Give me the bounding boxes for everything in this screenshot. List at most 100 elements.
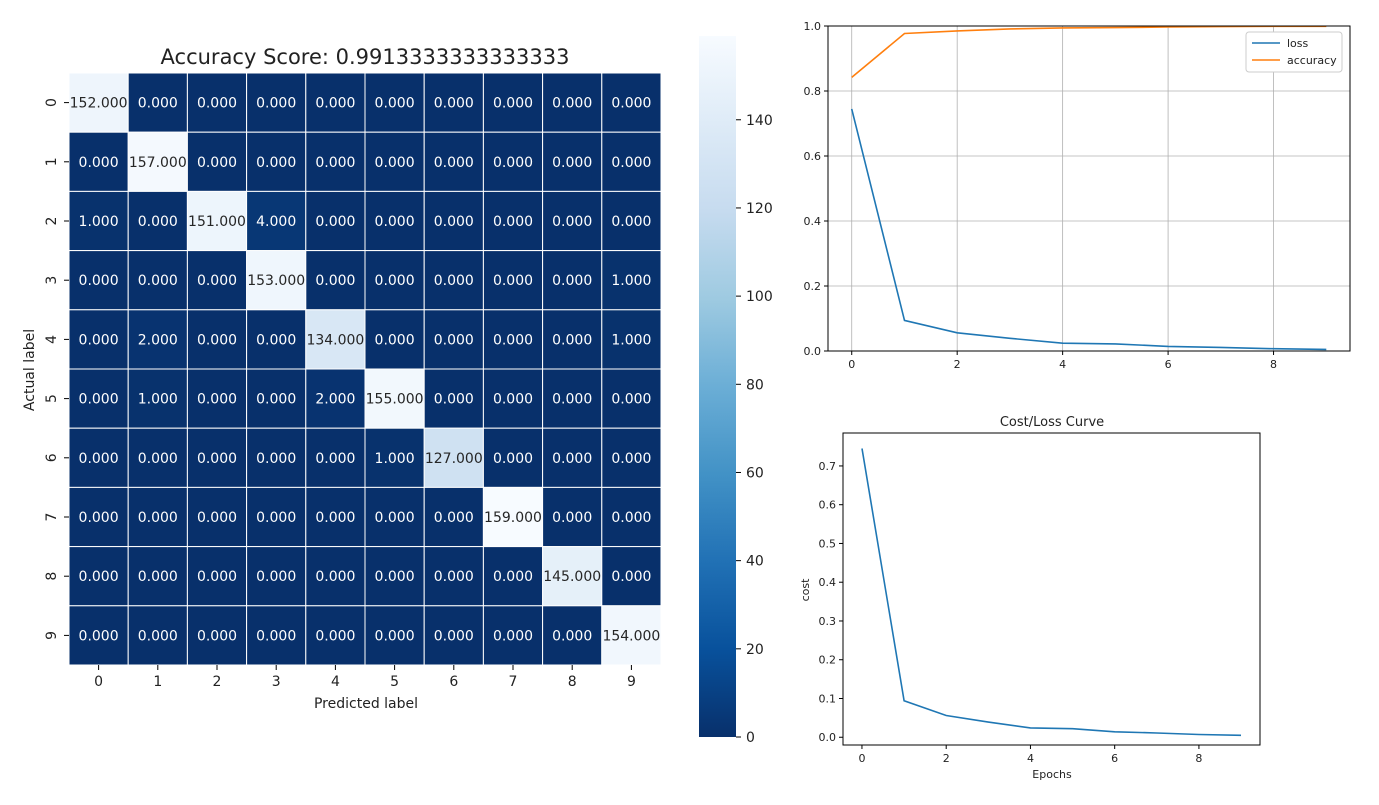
history-plot-frame	[827, 25, 1351, 352]
heatmap-cell	[305, 546, 366, 607]
training-history-chart: 0 2 4 6 8 0.0 0.2 0.4 0.6 0.8 1.0 loss accuracy	[804, 20, 1351, 371]
heatmap-cell	[601, 546, 662, 607]
heatmap-cell-value: 0.000	[611, 569, 651, 585]
heatmap-cell	[246, 486, 307, 548]
heatmap-y-tick-label: 9	[44, 631, 60, 640]
heatmap-cell-value: 0.000	[552, 392, 592, 408]
heatmap-cell	[186, 309, 248, 370]
heatmap-cell-value: 1.000	[611, 332, 651, 348]
heatmap-y-tick-label: 2	[44, 217, 60, 226]
heatmap-x-tick-label: 9	[627, 674, 636, 690]
heatmap-cell	[68, 250, 129, 311]
heatmap-cell	[601, 486, 662, 548]
heatmap-x-tick-label: 6	[449, 674, 458, 690]
heatmap-cell	[601, 131, 662, 192]
y-tick-label: 0.0	[819, 731, 837, 744]
heatmap-x-tick-label: 7	[509, 674, 518, 690]
y-tick-label: 0.0	[804, 345, 822, 358]
heatmap-cell-value: 0.000	[197, 96, 237, 112]
colorbar-tick-label: 60	[746, 465, 764, 481]
heatmap-y-tick-label: 3	[44, 276, 60, 285]
heatmap-cell	[423, 605, 484, 666]
heatmap-cell-value: 0.000	[493, 273, 533, 289]
heatmap-cell-value: 0.000	[493, 392, 533, 408]
heatmap-cell-value: 0.000	[197, 510, 237, 526]
heatmap-cell	[305, 190, 366, 252]
heatmap-cell-value: 0.000	[611, 214, 651, 230]
heatmap-cell	[305, 486, 366, 548]
heatmap-cell-value: 0.000	[493, 214, 533, 230]
series-line-cost	[861, 448, 1242, 737]
x-tick-label: 4	[1059, 358, 1066, 371]
heatmap-cell-value: 0.000	[138, 628, 178, 644]
x-tick-label: 4	[1027, 752, 1034, 765]
heatmap-cell-value: 0.000	[79, 273, 119, 289]
heatmap-cell-value: 145.000	[543, 569, 601, 585]
colorbar: 0 20 40 60 80 100 120 140	[699, 36, 773, 746]
cost-y-ticks: 0.0 0.1 0.2 0.3 0.4 0.5 0.6 0.7	[819, 460, 843, 744]
history-x-ticks: 0 2 4 6 8	[848, 351, 1277, 371]
heatmap-y-tick-label: 5	[44, 394, 60, 403]
heatmap-cell-value: 0.000	[256, 332, 296, 348]
x-tick-label: 2	[954, 358, 961, 371]
heatmap-cell-value: 1.000	[79, 214, 119, 230]
heatmap-y-tick-label: 0	[44, 98, 60, 107]
heatmap-cell-value: 0.000	[611, 96, 651, 112]
heatmap-cell	[423, 250, 484, 311]
y-tick-label: 0.1	[819, 692, 837, 705]
heatmap-y-tick-label: 4	[44, 335, 60, 344]
heatmap-cell-value: 0.000	[256, 451, 296, 467]
heatmap-cell-value: 153.000	[247, 273, 305, 289]
colorbar-tick-label: 0	[746, 730, 755, 746]
heatmap-cell-value: 0.000	[197, 273, 237, 289]
heatmap-cell-value: 0.000	[138, 451, 178, 467]
history-legend: loss accuracy	[1245, 31, 1343, 73]
heatmap-cell	[482, 309, 544, 370]
heatmap-cell	[542, 486, 603, 548]
colorbar-gradient	[699, 36, 736, 737]
cost-plot-frame	[842, 432, 1261, 746]
heatmap-cell	[542, 250, 603, 311]
heatmap-cell-value: 0.000	[256, 155, 296, 171]
colorbar-tick-label: 120	[746, 201, 773, 217]
heatmap-cell-value: 0.000	[434, 332, 474, 348]
heatmap-title: Accuracy Score: 0.9913333333333333	[161, 45, 570, 69]
heatmap-cell-value: 0.000	[493, 96, 533, 112]
heatmap-x-ticks: 0 1 2 3 4 5 6 7 8 9	[94, 665, 636, 690]
cost-series	[861, 448, 1242, 737]
heatmap-cell	[423, 131, 484, 192]
heatmap-cell-value: 0.000	[79, 628, 119, 644]
heatmap-cell	[246, 368, 307, 429]
heatmap-cell	[542, 368, 603, 429]
series-line-loss	[850, 108, 1327, 351]
heatmap-cell	[68, 427, 129, 488]
heatmap-cell	[542, 309, 603, 370]
heatmap-x-tick-label: 2	[213, 674, 222, 690]
heatmap-cell	[364, 605, 425, 666]
y-tick-label: 0.2	[804, 280, 822, 293]
heatmap-cell	[127, 486, 188, 548]
heatmap-cell-value: 0.000	[138, 510, 178, 526]
heatmap-cell-value: 0.000	[434, 569, 474, 585]
heatmap-cell-value: 0.000	[552, 332, 592, 348]
heatmap-cell-value: 0.000	[493, 451, 533, 467]
heatmap-cell-value: 127.000	[425, 451, 483, 467]
cost-y-axis-label: cost	[799, 578, 812, 602]
heatmap-y-axis-label: Actual label	[22, 329, 38, 411]
heatmap-cell-value: 0.000	[197, 628, 237, 644]
heatmap-y-ticks: 0 1 2 3 4 5 6 7 8 9	[44, 98, 69, 640]
heatmap-cell-value: 0.000	[256, 96, 296, 112]
heatmap-cell-value: 0.000	[434, 510, 474, 526]
heatmap-cell-value: 2.000	[315, 392, 355, 408]
heatmap-cell-value: 0.000	[434, 392, 474, 408]
heatmap-cell	[186, 368, 248, 429]
heatmap-cell	[68, 190, 129, 252]
heatmap-cell	[482, 427, 544, 488]
cost-x-axis-label: Epochs	[1032, 768, 1072, 781]
heatmap-x-tick-label: 3	[272, 674, 281, 690]
heatmap-cell	[423, 309, 484, 370]
heatmap-cell	[482, 72, 544, 133]
heatmap-cell-value: 0.000	[375, 155, 415, 171]
heatmap-cell	[482, 131, 544, 192]
heatmap-cell	[482, 605, 544, 666]
